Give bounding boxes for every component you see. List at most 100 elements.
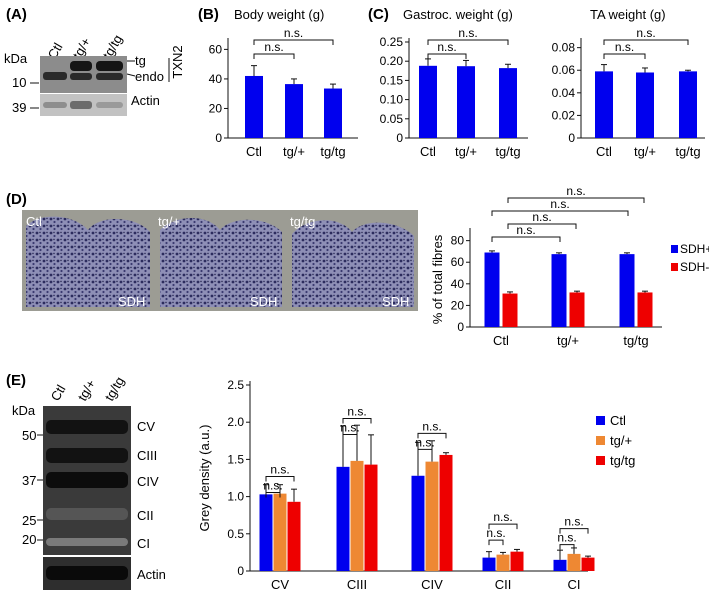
grey-legend-swatch-1 [596,436,605,445]
oxphos-complex-labels: CV CIII CIV CII CI Actin [137,419,166,582]
oxphos-bands [46,420,128,546]
chart-body-title: Body weight (g) [234,7,324,22]
grey-ytick-label-4: 2.0 [227,415,244,429]
grey-bar-0-0 [259,494,273,571]
ta-bracket-0 [603,53,646,59]
micrograph-tg-het: tg/+ SDH [154,210,286,311]
grey-bar-1-3 [496,554,510,571]
actin-band-lane3 [96,102,123,108]
grey-xlabel-1: CIII [347,577,367,592]
body-xlabel-2: tg/tg [320,144,345,159]
grey-xlabel-0: CV [271,577,289,592]
sdh-bracket-2-label: n.s. [550,197,569,211]
actin-label-a: Actin [131,93,160,108]
sdh-ytick-label-0: 0 [457,320,464,334]
grey-ytick-label-1: 0.5 [227,527,244,541]
panel-label-b: (B) [198,6,219,23]
ta-ytick-label-4: 0.08 [552,41,576,55]
marker-37-kda: 37 [22,473,36,488]
panel-a-kda-label: kDa [4,51,28,66]
grey-bracket-b-1 [342,417,372,424]
grey-xlabel-2: CIV [421,577,443,592]
sdh-bracket-0-label: n.s. [516,223,535,237]
oxphos-actin-band [46,566,128,580]
grey-legend-label-2: tg/tg [610,453,635,468]
gastroc-xlabel-1: tg/+ [455,144,477,159]
grey-bracket-a-1-label: n.s. [340,420,359,434]
grey-ytick-label-0: 0 [237,564,244,578]
body-bar-1 [285,84,303,138]
grey-bracket-b-3-label: n.s. [493,510,512,524]
grey-bracket-a-0-label: n.s. [263,479,282,493]
sdh-xlabel-2: tg/tg [623,333,648,348]
sdh-ytick-label-1: 20 [451,298,465,312]
complex-label-cv: CV [137,419,155,434]
micrograph-label-ctl: Ctl [26,214,42,229]
grey-bar-1-4 [567,553,581,571]
grey-bar-2-2 [439,454,453,571]
ta-ytick-label-1: 0.02 [552,108,576,122]
micrograph-label-tg-hom: tg/tg [290,214,315,229]
protein-label-txn2: TXN2 [170,45,185,78]
grey-bar-1-2 [425,461,439,571]
sdh-legend-swatch-0 [671,245,678,253]
sdh-bar-SDH--0 [502,293,518,327]
sdh-ytick-label-3: 60 [451,255,465,269]
grey-bracket-b-1-label: n.s. [347,404,366,418]
chart-sdh-fibres: 0 20 40 60 80 % of total fibres Ctl tg/+ tg/tg n.… [430,184,709,348]
gastroc-ytick-label-1: 0.05 [380,112,404,126]
sdh-bracket-3-label: n.s. [566,184,585,198]
sdh-bar-SDH--2 [637,292,653,327]
sdh-bar-SDH+-0 [484,252,500,327]
grey-legend-swatch-0 [596,416,605,425]
actin-label-e: Actin [137,567,166,582]
panel-label-e: (E) [6,372,26,389]
actin-band-lane1 [43,102,67,108]
txn2-band-tg-lane2 [70,61,92,71]
grey-legend-label-0: Ctl [610,413,626,428]
txn2-band-endo-lane2 [70,73,92,80]
gastroc-bar-2 [499,68,517,138]
grey-ytick-label-2: 1.0 [227,490,244,504]
grey-ylabel: Grey density (a.u.) [197,425,212,532]
micrograph-label-tg-het: tg/+ [158,214,180,229]
body-bracket-1 [253,39,334,45]
grey-bar-2-0 [287,501,301,571]
gastroc-bracket-1 [427,39,509,45]
gastroc-ytick-label-5: 0.25 [380,35,404,49]
micrograph-tg-hom: tg/tg SDH [286,210,418,311]
gastroc-xlabel-0: Ctl [420,144,436,159]
ta-xlabel-1: tg/+ [634,144,656,159]
body-xlabel-1: tg/+ [283,144,305,159]
grey-bracket-b-4-label: n.s. [564,515,583,529]
ta-bracket-1-label: n.s. [636,26,655,40]
grey-bracket-a-1 [342,433,358,440]
grey-xlabel-3: CII [495,577,512,592]
sdh-xlabel-0: Ctl [493,333,509,348]
sdh-bracket-3 [507,197,645,203]
ta-bar-2 [679,71,697,138]
ta-bar-1 [636,72,654,138]
grey-bracket-a-0 [265,492,281,498]
micrograph-ctl: Ctl SDH [22,210,154,311]
complex-label-ciii: CIII [137,448,157,463]
sdh-legend-label-1: SDH- [680,260,709,274]
grey-xlabel-4: CI [568,577,581,592]
ta-ytick-label-3: 0.06 [552,63,576,77]
grey-bracket-a-4 [559,544,575,550]
chart-gastroc-title: Gastroc. weight (g) [403,7,513,22]
grey-bar-0-2 [411,475,425,571]
band-ci [46,538,128,546]
txn2-band-endo-lane3 [96,73,123,80]
marker-39-kda: 39 [12,100,26,115]
sdh-bracket-1-label: n.s. [532,210,551,224]
band-endo-tick [126,73,136,77]
ta-bracket-0-label: n.s. [615,40,634,54]
grey-bar-2-4 [581,557,595,571]
micrograph-stain-tg-het: SDH [250,294,277,309]
marker-50-kda: 50 [22,428,36,443]
sdh-legend-label-0: SDH+ [680,242,709,256]
grey-bracket-b-0 [265,476,295,482]
sdh-bar-SDH+-1 [551,254,567,327]
micrograph-stain-ctl: SDH [118,294,145,309]
